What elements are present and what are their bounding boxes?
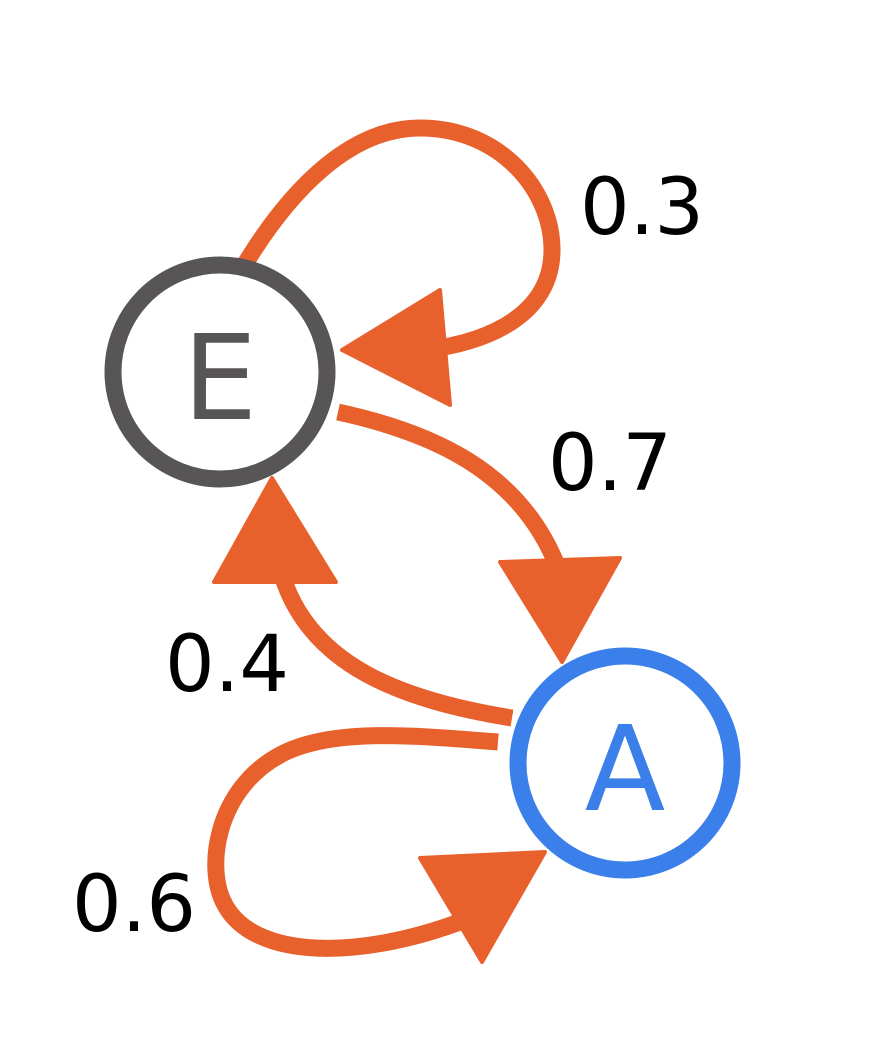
edge-e-to-a-line [336,403,566,572]
edge-e-to-e-arrowhead [340,288,452,407]
edge-e-to-a-arrowhead [498,556,622,664]
edge-a-to-a-arrowhead [418,850,547,964]
edge-e-to-a-label: 0.7 [548,419,672,509]
edge-a-to-e-line [273,572,514,727]
node-e-label: E [183,309,258,447]
edge-a-to-e [212,476,514,727]
node-a-label: A [585,700,666,838]
node-e-circle [104,256,336,488]
node-a: A [509,647,741,879]
edge-a-to-a-label: 0.6 [72,860,196,950]
edge-e-to-e-line [237,119,561,359]
node-e: E [104,256,336,488]
edge-a-to-e-label: 0.4 [165,620,289,710]
node-a-circle [509,647,741,879]
edge-a-to-a-line [207,727,499,957]
edge-a-to-e-arrowhead [212,476,338,584]
edge-e-to-e-label: 0.3 [580,163,704,253]
edge-a-to-a [207,727,547,964]
edge-e-to-a [336,403,622,664]
edge-e-to-e [237,119,561,407]
